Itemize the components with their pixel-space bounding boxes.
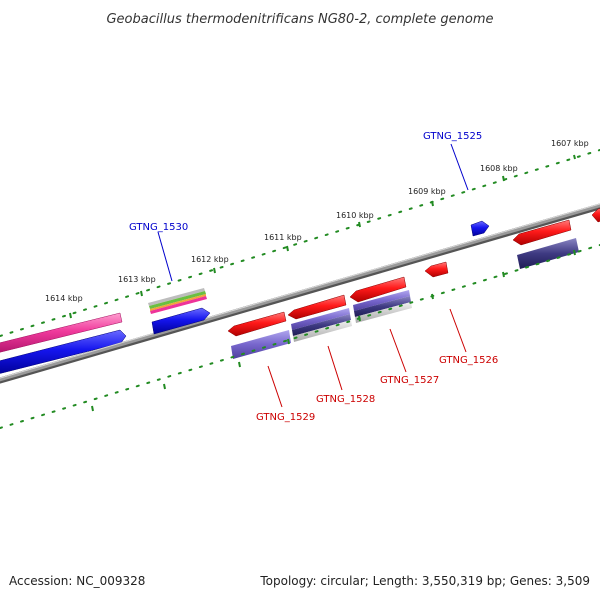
- rev-tick-5: [287, 338, 290, 345]
- gene-label-gtng-1526[interactable]: GTNG_1526: [439, 355, 498, 366]
- leader-gtng-1527: [389, 328, 407, 373]
- gene-gtng-1527-band-grey: [355, 302, 412, 323]
- gene-leader-lines: [157, 143, 469, 408]
- gene-gtng-1527-glyph[interactable]: [349, 276, 412, 323]
- backbone-line: [0, 203, 600, 382]
- tick-1613: [140, 290, 143, 297]
- tick-1612: [213, 267, 216, 274]
- kbp-label-1609: 1609 kbp: [408, 187, 446, 196]
- gene-gtng-1530-arrow: [151, 307, 211, 335]
- rev-tick-7: [163, 383, 166, 390]
- reverse-major-ticks: [91, 249, 576, 412]
- rev-tick-4: [358, 315, 361, 322]
- gene-gtng-1528-arrow: [287, 294, 347, 320]
- gene-gtng-1528-band-dark: [292, 314, 351, 336]
- blue-band[interactable]: [0, 329, 127, 374]
- kbp-label-1607: 1607 kbp: [551, 139, 589, 148]
- leader-gtng-1530: [157, 231, 173, 282]
- reverse-strand-genes: [227, 207, 600, 359]
- gene-labels: GTNG_1525 GTNG_1526 GTNG_1527 GTNG_1528 …: [129, 131, 498, 423]
- rev-tick-3: [431, 293, 434, 300]
- kbp-label-1613: 1613 kbp: [118, 275, 156, 284]
- kbp-label-1612: 1612 kbp: [191, 255, 229, 264]
- gene-gtng-1526-arrow[interactable]: [424, 261, 449, 278]
- gene-label-gtng-1525[interactable]: GTNG_1525: [423, 131, 482, 142]
- gene-gtng-1525-arrow[interactable]: [470, 220, 490, 237]
- tick-1608: [502, 175, 505, 182]
- gene-gtng-1530-grey-band: [148, 288, 205, 306]
- gene-label-gtng-1530[interactable]: GTNG_1530: [129, 222, 188, 233]
- gene-label-gtng-1527[interactable]: GTNG_1527: [380, 375, 439, 386]
- gene-gtng-1528-band-light: [291, 308, 350, 330]
- pink-band[interactable]: [0, 312, 123, 353]
- tick-1607: [573, 154, 576, 160]
- forward-feature-bands: [0, 312, 127, 374]
- gene-gtng-1530-glyph[interactable]: [148, 288, 211, 335]
- leader-gtng-1528: [327, 345, 343, 391]
- forward-major-ticks: [69, 154, 576, 319]
- backbone-highlight: [0, 203, 600, 379]
- gene-gtng-1530-green-band: [149, 291, 206, 309]
- gene-gtng-1529-glyph[interactable]: [227, 311, 291, 359]
- footer-accession: Accession: NC_009328: [9, 574, 146, 588]
- gene-label-gtng-1528[interactable]: GTNG_1528: [316, 394, 375, 405]
- rev-tick-1: [573, 249, 576, 256]
- kbp-labels: 1607 kbp 1608 kbp 1609 kbp 1610 kbp 1611…: [45, 139, 589, 303]
- gene-gtng-1527-band-light: [353, 290, 410, 311]
- gene-unlabeled-right-arrow: [512, 219, 572, 246]
- gene-gtng-1530-pink-band: [150, 296, 207, 314]
- tick-1610: [358, 221, 361, 228]
- kbp-label-1610: 1610 kbp: [336, 211, 374, 220]
- genome-backbone: [0, 203, 600, 384]
- gene-label-gtng-1529[interactable]: GTNG_1529: [256, 412, 315, 423]
- forward-scale-ruler: [0, 149, 600, 337]
- gene-gtng-1527-arrow: [349, 276, 407, 303]
- leader-gtng-1529: [267, 365, 283, 408]
- kbp-label-1608: 1608 kbp: [480, 164, 518, 173]
- map-title: Geobacillus thermodenitrificans NG80-2, …: [106, 12, 493, 27]
- rev-tick-2: [502, 271, 505, 278]
- gene-unlabeled-right-band: [517, 238, 579, 269]
- rev-tick-8: [91, 405, 94, 412]
- gene-gtng-1529-band: [231, 330, 291, 359]
- rev-tick-6: [238, 361, 241, 368]
- kbp-label-1611: 1611 kbp: [264, 233, 302, 242]
- gene-gtng-1528-glyph[interactable]: [287, 294, 352, 342]
- leader-gtng-1525: [450, 143, 469, 191]
- kbp-label-1614: 1614 kbp: [45, 294, 83, 303]
- tick-1611: [286, 245, 289, 252]
- tick-1609: [431, 200, 434, 207]
- gene-offscreen-edge-arrow[interactable]: [591, 207, 600, 223]
- reverse-scale-ruler: [0, 244, 600, 429]
- gene-gtng-1529-arrow: [227, 311, 287, 337]
- footer-genome-summary: Topology: circular; Length: 3,550,319 bp…: [260, 574, 590, 588]
- leader-gtng-1526: [449, 308, 467, 353]
- gene-gtng-1530-orange-band: [150, 294, 206, 311]
- gene-gtng-1527-band-dark: [354, 296, 411, 317]
- tick-1614: [69, 312, 72, 319]
- gene-unlabeled-right-glyph[interactable]: [512, 219, 579, 269]
